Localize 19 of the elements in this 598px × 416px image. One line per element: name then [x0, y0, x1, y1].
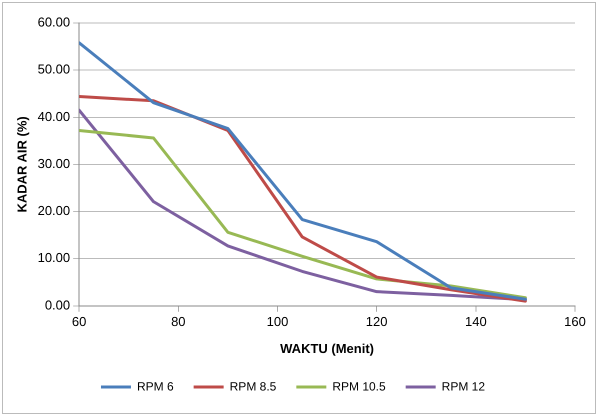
x-tick-label: 80 [171, 314, 186, 330]
y-tick-label: 50.00 [38, 62, 70, 77]
legend-label: RPM 10.5 [332, 379, 386, 394]
x-tick-label: 100 [266, 314, 288, 330]
y-tick-label: 30.00 [38, 156, 70, 171]
y-tick-label: 10.00 [38, 250, 70, 266]
y-tick-label: 40.00 [38, 108, 70, 124]
x-tick-label: 160 [564, 314, 586, 330]
x-axis-title: WAKTU (Menit) [280, 340, 374, 356]
y-tick-label: 60.00 [38, 14, 70, 30]
x-tick-label: 120 [366, 314, 388, 330]
legend-label: RPM 6 [136, 379, 174, 394]
legend-label: RPM 12 [442, 379, 486, 394]
y-axis-title: KADAR AIR (%) [14, 116, 30, 213]
y-tick-label: 0.00 [44, 297, 70, 312]
legend-label: RPM 8.5 [230, 379, 277, 394]
x-tick-label: 140 [464, 314, 487, 330]
y-tick-label: 20.00 [38, 203, 70, 218]
x-tick-label: 60 [72, 314, 86, 330]
